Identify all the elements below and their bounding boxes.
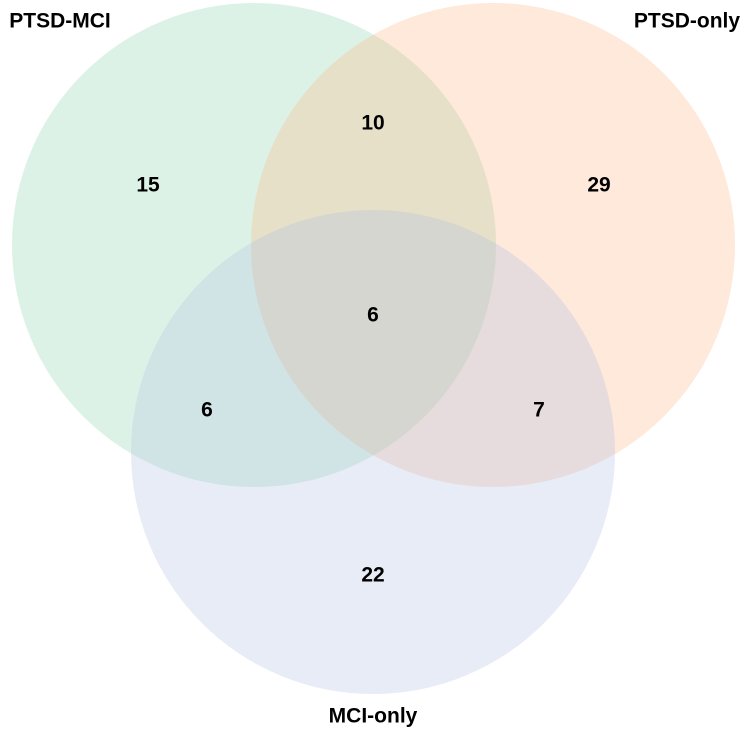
region-count: 22 [361, 564, 384, 587]
region-count: 29 [587, 174, 610, 197]
region-count: 6 [201, 399, 213, 422]
set-label: MCI-only [329, 705, 418, 728]
region-count: 10 [361, 112, 384, 135]
set-label: PTSD-only [634, 10, 740, 33]
set-circle [12, 3, 496, 487]
circles [12, 3, 735, 694]
set-circle [251, 3, 735, 487]
set-circle [131, 210, 615, 694]
region-count: 15 [136, 174, 160, 197]
region-count: 7 [533, 399, 545, 422]
region-count: 6 [367, 304, 379, 327]
set-label: PTSD-MCI [9, 10, 111, 33]
